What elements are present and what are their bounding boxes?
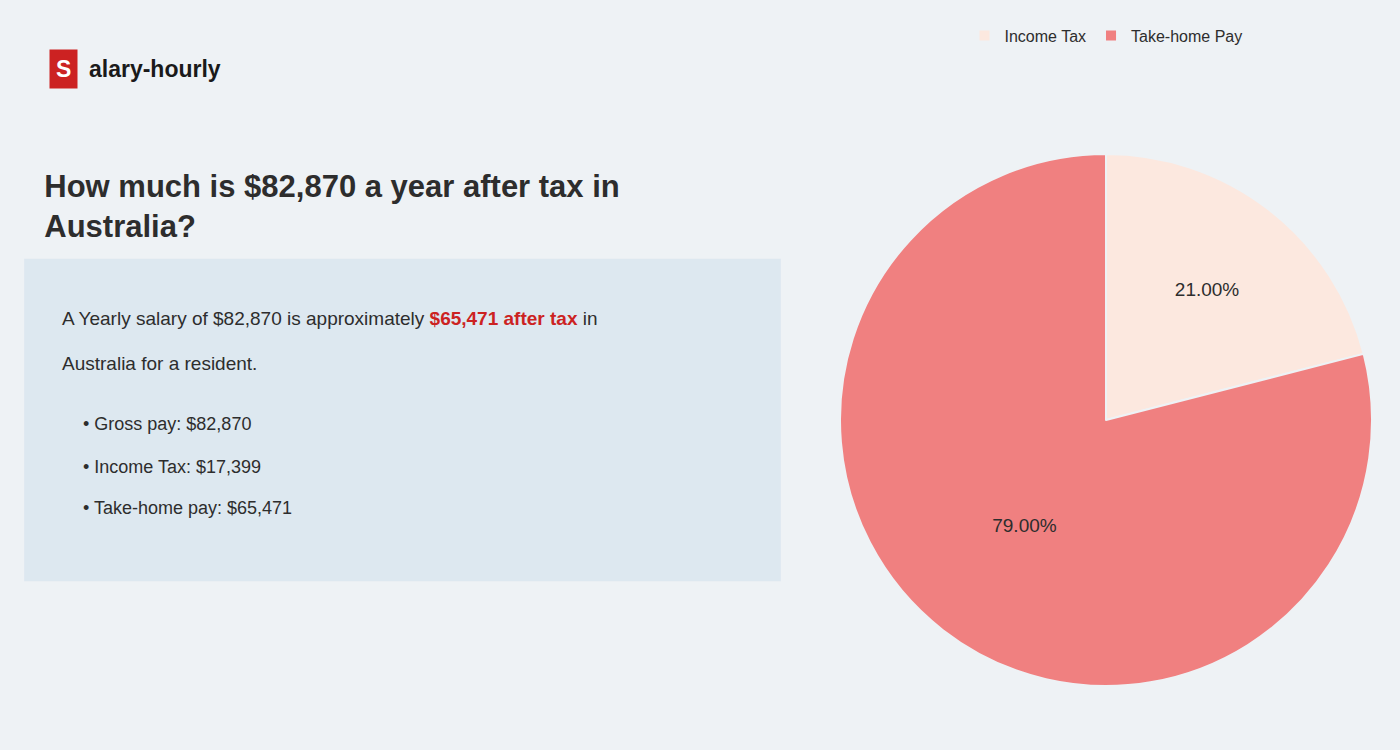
svg-text:alary-hourly: alary-hourly (89, 56, 221, 82)
svg-text:• Income Tax: $17,399: • Income Tax: $17,399 (83, 457, 261, 477)
svg-text:79.00%: 79.00% (992, 515, 1057, 536)
svg-text:• Gross pay: $82,870: • Gross pay: $82,870 (83, 414, 251, 434)
svg-text:How much is $82,870 a year aft: How much is $82,870 a year after tax inA… (44, 169, 620, 244)
svg-text:Australia for a resident.: Australia for a resident. (62, 353, 257, 374)
svg-text:A Yearly salary of $82,870 is: A Yearly salary of $82,870 is approximat… (62, 308, 598, 329)
svg-text:Take-home Pay: Take-home Pay (1131, 28, 1242, 45)
svg-text:21.00%: 21.00% (1175, 279, 1240, 300)
svg-text:S: S (56, 56, 71, 82)
svg-text:• Take-home pay: $65,471: • Take-home pay: $65,471 (83, 498, 292, 518)
svg-text:Income Tax: Income Tax (1005, 28, 1087, 45)
